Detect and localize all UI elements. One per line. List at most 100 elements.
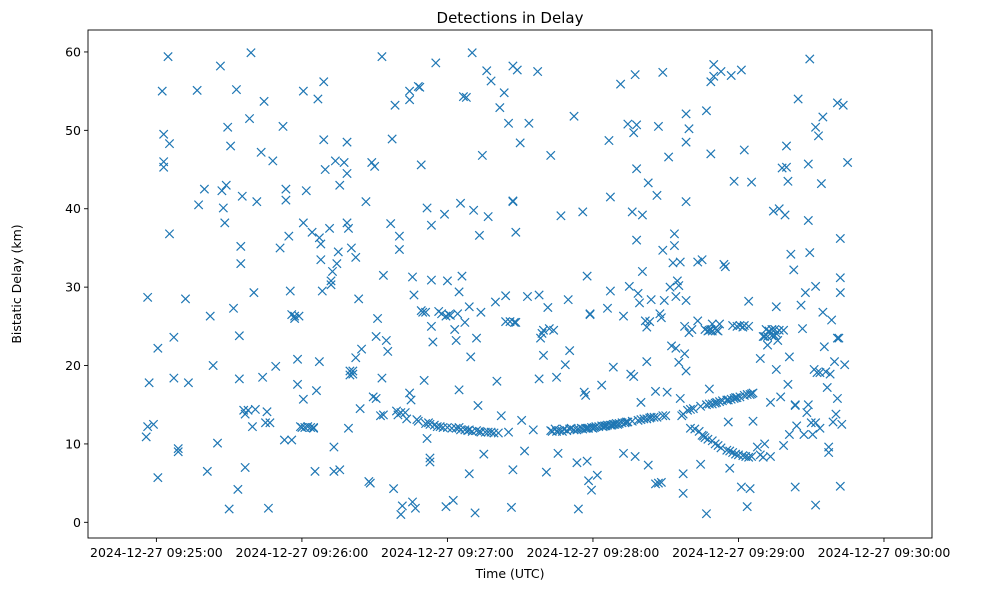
data-point [464,425,474,435]
data-point [317,286,327,296]
data-point [629,128,639,138]
data-point [690,424,700,434]
data-point [720,262,730,272]
data-point [543,302,553,313]
data-point [538,325,549,335]
data-point [712,397,722,408]
data-point [832,98,843,108]
data-point [669,240,680,251]
data-point [476,307,486,317]
data-point [770,331,780,341]
data-point [141,432,151,442]
data-point [351,252,361,262]
data-point [623,119,633,129]
data-point [404,86,415,96]
data-point [650,479,661,489]
data-point [394,244,405,255]
data-point [738,451,748,461]
data-point [805,54,815,64]
data-point [511,317,521,328]
data-point [818,112,828,122]
data-point [822,382,832,393]
data-point [490,297,501,307]
data-point [292,379,303,389]
data-point [452,309,463,319]
data-point [663,152,674,162]
data-point [236,241,246,251]
data-point [742,502,752,512]
data-point [259,96,269,106]
data-point [205,311,215,321]
data-point [771,364,781,375]
data-point [778,440,789,451]
data-point [506,502,517,513]
data-point [821,367,831,377]
data-point [604,135,614,146]
data-point [503,118,514,128]
data-point [722,445,732,455]
data-point [284,231,294,241]
data-point [294,311,304,321]
data-point [378,270,389,281]
data-point [585,309,595,320]
data-point [719,259,729,270]
data-point [818,307,828,317]
data-point [413,416,423,426]
data-point [365,478,375,488]
data-point [425,453,435,463]
data-point [662,387,672,397]
data-point [244,113,255,124]
data-point [665,282,675,292]
y-tick-label: 60 [65,44,81,59]
data-point [221,180,231,190]
data-point [435,422,445,432]
data-point [468,205,479,215]
data-point [173,447,183,457]
data-point [371,393,381,404]
data-point [335,180,345,190]
data-point [805,248,815,258]
data-point [442,276,453,286]
data-point [407,272,418,282]
data-point [461,92,471,103]
x-tick-label: 2024-12-27 09:27:00 [381,545,514,560]
data-point [693,316,703,326]
data-point [237,191,247,201]
data-point [263,503,274,513]
data-point [183,378,194,388]
data-point [674,357,684,368]
data-point [538,350,549,360]
data-point [674,280,684,291]
plot-area [87,29,933,539]
data-point [394,231,405,241]
x-tick-label: 2024-12-27 09:25:00 [90,545,223,560]
data-point [457,271,467,281]
data-point [825,369,835,379]
data-point [697,255,707,265]
data-point [685,404,696,415]
data-point [496,411,506,421]
data-point [467,48,477,58]
data-point [486,76,496,86]
data-point [681,366,691,376]
data-point [458,92,469,102]
data-point [455,425,466,435]
data-point [240,462,250,473]
data-point [729,176,739,186]
data-point [153,473,163,483]
data-point [164,229,175,239]
data-point [835,287,845,298]
data-point [592,470,602,480]
data-point [725,446,735,456]
data-point [678,488,688,498]
data-point [693,257,703,267]
data-point [346,243,357,253]
data-point [736,482,746,492]
data-point [509,317,519,328]
data-point [298,86,308,96]
data-point [675,393,685,404]
data-point [723,395,733,405]
data-point [653,121,664,132]
data-point [378,410,389,420]
data-point [466,352,476,362]
